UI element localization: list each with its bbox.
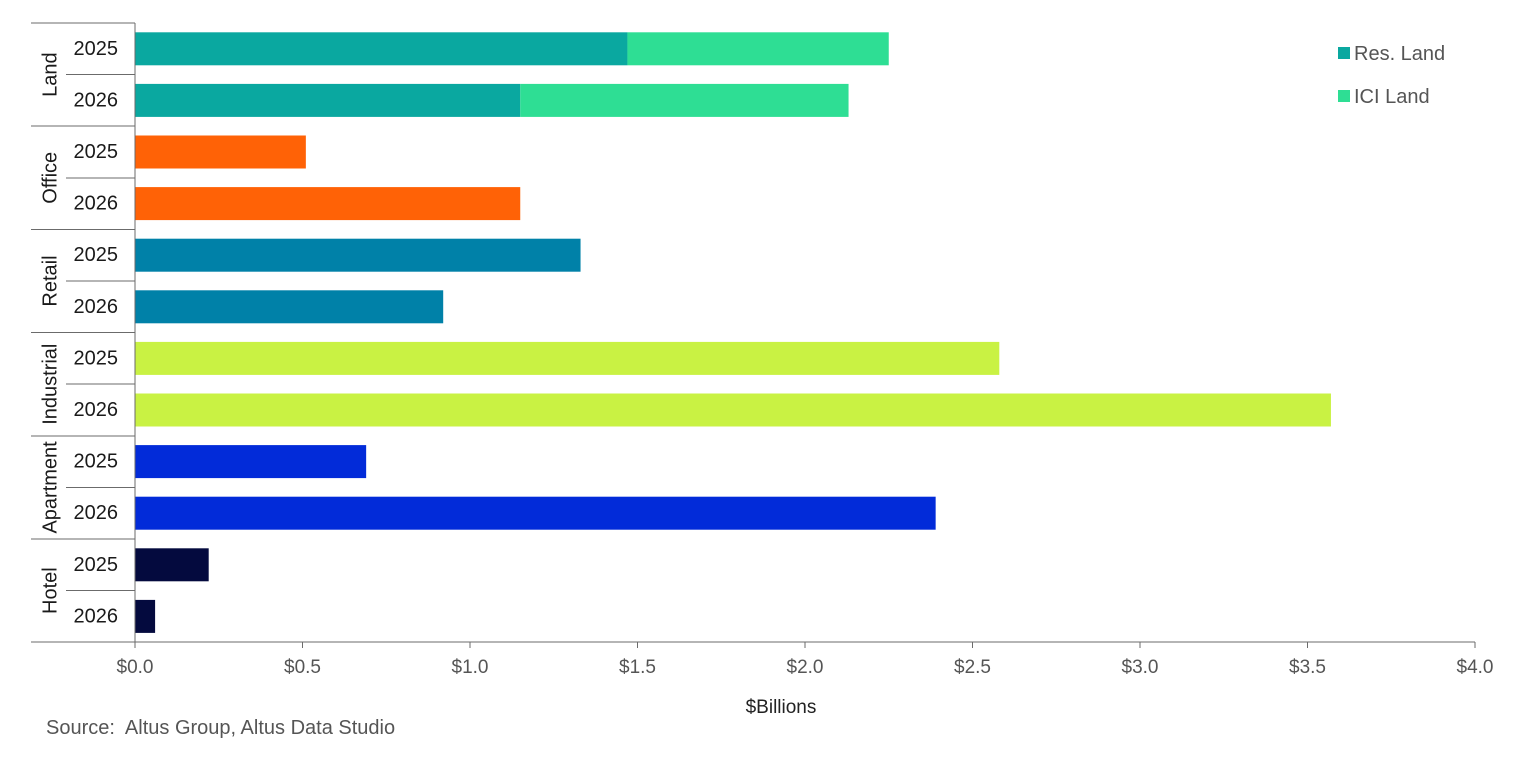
x-tick-label: $3.5 (1289, 657, 1326, 678)
year-label-land-2026: 2026 (74, 89, 119, 111)
group-label-apartment: Apartment (40, 441, 62, 534)
year-label-office-2026: 2026 (74, 193, 119, 215)
group-label-retail: Retail (40, 255, 62, 306)
legend: Res. Land ICI Land (1338, 43, 1445, 108)
group-label-land: Land (40, 52, 62, 97)
axis-layer (31, 22, 1476, 649)
bar-hotel-2026 (135, 599, 156, 633)
bar-land-2026-ici-land (520, 83, 849, 117)
x-tick-label: $2.5 (954, 657, 991, 678)
bars-layer (135, 32, 1331, 633)
x-tick-label: $2.0 (787, 657, 824, 678)
year-label-office-2025: 2025 (74, 141, 119, 163)
x-tick-label: $1.0 (452, 657, 489, 678)
bar-hotel-2025 (135, 548, 209, 582)
year-label-retail-2025: 2025 (74, 244, 119, 266)
legend-swatch-ici-land (1338, 90, 1350, 102)
x-tick-label: $0.5 (284, 657, 321, 678)
year-label-hotel-2026: 2026 (74, 605, 119, 627)
year-label-industrial-2026: 2026 (74, 399, 119, 421)
bar-land-2026-res-land (135, 83, 521, 117)
bar-retail-2026 (135, 290, 444, 324)
bar-land-2025-res-land (135, 32, 628, 66)
x-tick-label: $4.0 (1457, 657, 1494, 678)
group-label-hotel: Hotel (40, 567, 62, 614)
source-note: Source: Altus Group, Altus Data Studio (46, 717, 395, 739)
bar-office-2025 (135, 135, 306, 169)
year-label-apartment-2025: 2025 (74, 451, 119, 473)
year-label-industrial-2025: 2025 (74, 347, 119, 369)
bar-industrial-2026 (135, 393, 1331, 427)
x-tick-label: $1.5 (619, 657, 656, 678)
bar-industrial-2025 (135, 341, 1000, 375)
x-tick-label: $3.0 (1122, 657, 1159, 678)
group-label-office: Office (40, 152, 62, 204)
x-axis-title: $Billions (746, 697, 817, 718)
bar-retail-2025 (135, 238, 581, 272)
bar-land-2025-ici-land (627, 32, 889, 66)
group-label-industrial: Industrial (40, 344, 62, 425)
legend-label-res-land: Res. Land (1354, 43, 1445, 65)
year-label-land-2025: 2025 (74, 38, 119, 60)
bar-apartment-2025 (135, 445, 367, 479)
year-label-apartment-2026: 2026 (74, 502, 119, 524)
year-label-hotel-2025: 2025 (74, 554, 119, 576)
x-tick-label: $0.0 (117, 657, 154, 678)
year-label-retail-2026: 2026 (74, 296, 119, 318)
legend-swatch-res-land (1338, 47, 1350, 59)
bar-apartment-2026 (135, 496, 936, 530)
legend-label-ici-land: ICI Land (1354, 86, 1430, 108)
bar-office-2026 (135, 187, 521, 221)
labels-layer: Land 2025 2026 Office 2025 2026 Retail 2025 2026… (40, 38, 1494, 678)
